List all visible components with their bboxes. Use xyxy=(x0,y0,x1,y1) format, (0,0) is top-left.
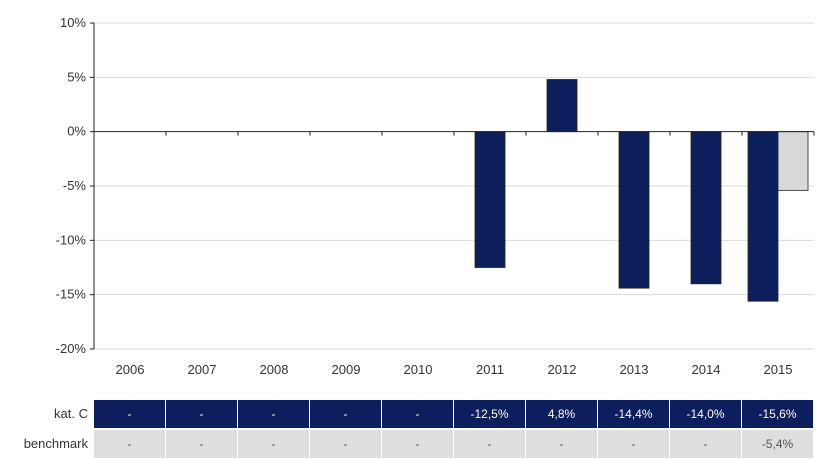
y-tick-label: -10% xyxy=(56,232,87,247)
bar-benchmark xyxy=(777,131,809,191)
axes xyxy=(90,22,815,350)
gridlines xyxy=(94,22,814,350)
y-tick-label: 0% xyxy=(67,124,86,139)
table-cell: -5,4% xyxy=(742,430,814,458)
bar-kat-c xyxy=(546,79,578,133)
table-cell: - xyxy=(382,400,454,428)
y-tick-label: -5% xyxy=(63,178,87,193)
x-tick-label: 2009 xyxy=(332,362,361,377)
table-cell: - xyxy=(670,430,742,458)
table-cell: - xyxy=(454,430,526,458)
table-row: - - - - - -12,5% 4,8% -14,4% -14,0% -15,… xyxy=(94,400,814,428)
table-cell: -12,5% xyxy=(454,400,526,428)
x-tick-label: 2006 xyxy=(116,362,145,377)
bar-kat-c xyxy=(618,131,650,289)
x-tick-label: 2014 xyxy=(692,362,721,377)
table-cell: - xyxy=(238,430,310,458)
y-tick-label: -15% xyxy=(56,287,87,302)
x-tick-label: 2012 xyxy=(548,362,577,377)
table-cell: - xyxy=(310,430,382,458)
table-row: - - - - - - - - - -5,4% xyxy=(94,430,814,458)
x-tick-label: 2010 xyxy=(404,362,433,377)
table-cell: 4,8% xyxy=(526,400,598,428)
y-tick-label: -20% xyxy=(56,341,87,356)
table-cell: -14,0% xyxy=(670,400,742,428)
table-cell: - xyxy=(238,400,310,428)
table-cell: - xyxy=(94,400,166,428)
y-tick-label: 10% xyxy=(60,15,86,30)
bar-kat-c xyxy=(474,131,506,268)
bar-kat-c xyxy=(690,131,722,285)
table-cell: - xyxy=(382,430,454,458)
table-cell: - xyxy=(94,430,166,458)
x-tick-label: 2007 xyxy=(188,362,217,377)
bar-chart: 10%5%0%-5%-10%-15%-20% 2006 2007 2008 2009 2… xyxy=(56,15,815,377)
table-cell: - xyxy=(166,400,238,428)
table-cell: -14,4% xyxy=(598,400,670,428)
bar-kat-c xyxy=(747,131,779,302)
table-cell: - xyxy=(310,400,382,428)
bars xyxy=(474,79,809,302)
table-row-label: benchmark xyxy=(23,436,88,451)
x-tick-label: 2015 xyxy=(764,362,793,377)
table-cell: - xyxy=(166,430,238,458)
x-tick-label: 2011 xyxy=(476,362,504,377)
x-tick-label: 2008 xyxy=(260,362,289,377)
y-tick-label: 5% xyxy=(67,69,86,84)
table-cell: - xyxy=(526,430,598,458)
x-tick-label: 2013 xyxy=(620,362,649,377)
y-tick-labels: 10% 5% 0% -5% -10% -15% -20% xyxy=(56,15,87,356)
table-cell: -15,6% xyxy=(742,400,814,428)
x-tick-labels: 2006 2007 2008 2009 2010 2011 2012 2013 2014 2015 xyxy=(116,362,793,377)
table-row-label: kat. C xyxy=(54,406,88,421)
table-cell: - xyxy=(598,430,670,458)
